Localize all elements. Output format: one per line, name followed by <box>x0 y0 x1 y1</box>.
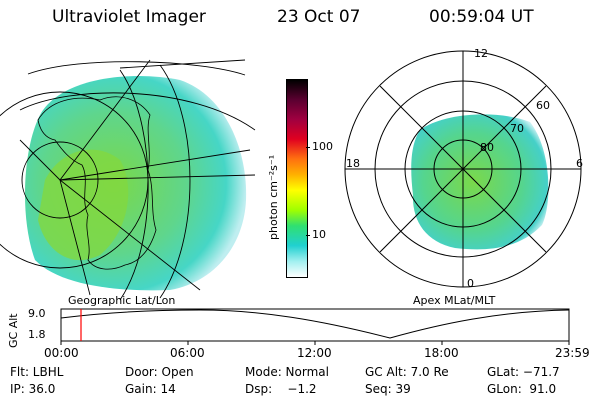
date-label: 23 Oct 07 <box>277 7 361 27</box>
mlt-label-12: 12 <box>474 47 488 60</box>
status-seq: Seq: 39 <box>365 382 411 396</box>
time-tick-0000: 00:00 <box>44 346 79 360</box>
mlt-label-6: 6 <box>576 157 583 170</box>
time-label: 00:59:04 UT <box>429 7 534 27</box>
mlat-label-70: 70 <box>510 122 524 135</box>
right-panel-caption: Apex MLat/MLT <box>413 294 496 307</box>
gc-alt-tick-9: 9.0 <box>28 307 46 320</box>
time-tick-1800: 18:00 <box>424 346 459 360</box>
status-filter: Flt: LBHL <box>10 365 64 379</box>
geographic-grid <box>0 59 256 301</box>
gc-alt-tick-1-8: 1.8 <box>28 328 46 341</box>
status-door: Door: Open <box>125 365 194 379</box>
app-title: Ultraviolet Imager <box>52 7 206 27</box>
status-dsp: Dsp: −1.2 <box>245 382 317 396</box>
time-tick-0600: 06:00 <box>170 346 205 360</box>
left-image-highlight <box>38 149 129 261</box>
colorbar-tick-10: 10 <box>312 228 326 241</box>
colorbar <box>286 79 308 278</box>
status-glat: GLat: −71.7 <box>487 365 560 379</box>
time-tick-2359: 23:59 <box>555 346 590 360</box>
gc-alt-orbit-curve <box>60 309 570 339</box>
right-aurora-image <box>411 114 549 250</box>
left-panel-caption: Geographic Lat/Lon <box>68 294 176 307</box>
mlt-label-18: 18 <box>346 157 360 170</box>
polar-grid <box>344 50 582 288</box>
status-gc-alt: GC Alt: 7.0 Re <box>365 365 449 379</box>
status-mode: Mode: Normal <box>245 365 329 379</box>
colorbar-tick-100: 100 <box>312 140 333 153</box>
status-gain: Gain: 14 <box>125 382 176 396</box>
gc-alt-plot-frame <box>60 308 570 342</box>
time-tick-1200: 12:00 <box>297 346 332 360</box>
mlt-label-0: 0 <box>467 277 474 290</box>
mlat-label-60: 60 <box>536 99 550 112</box>
status-glon: GLon: 91.0 <box>487 382 557 396</box>
coastline-outline <box>37 96 157 270</box>
mlat-label-80: 80 <box>480 141 494 154</box>
status-ip: IP: 36.0 <box>10 382 56 396</box>
